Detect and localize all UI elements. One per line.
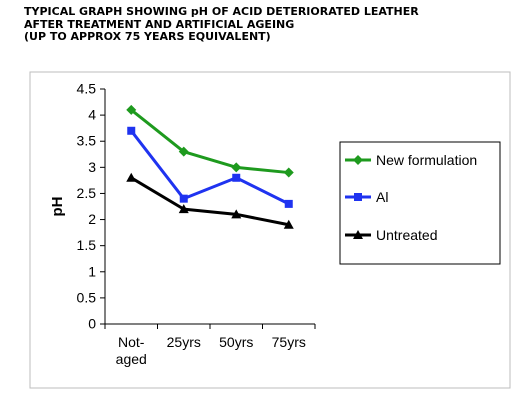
data-point-marker bbox=[284, 199, 293, 208]
legend-label: New formulation bbox=[376, 152, 477, 168]
x-tick-label: 25yrs bbox=[167, 334, 201, 350]
data-point-marker bbox=[231, 162, 242, 173]
series-line bbox=[130, 108, 289, 175]
y-tick-label: 1.5 bbox=[77, 237, 97, 253]
series-line bbox=[130, 129, 290, 206]
data-point-marker bbox=[126, 172, 137, 182]
y-tick-label: 4 bbox=[88, 107, 96, 123]
x-tick-label: Not-aged bbox=[116, 334, 147, 367]
legend: New formulation Al Untreated bbox=[339, 141, 501, 265]
heading-line-3: (UP TO APPROX 75 YEARS EQUIVALENT) bbox=[24, 30, 271, 43]
y-tick-label: 4.5 bbox=[77, 81, 97, 97]
y-axis-title: pH bbox=[49, 197, 66, 217]
data-point-marker bbox=[179, 194, 188, 203]
data-point-marker bbox=[283, 219, 294, 229]
chart-heading: TYPICAL GRAPH SHOWING pH OF ACID DETERIO… bbox=[24, 5, 519, 44]
data-point-marker bbox=[232, 173, 241, 182]
y-tick-label: 2 bbox=[88, 211, 96, 227]
legend-marker bbox=[353, 230, 363, 239]
legend-box bbox=[339, 141, 501, 265]
data-point-marker bbox=[283, 167, 294, 178]
data-point-marker bbox=[126, 104, 137, 115]
y-tick-label: 2.5 bbox=[77, 185, 97, 201]
y-tick-label: 3.5 bbox=[77, 133, 97, 149]
legend-label: Al bbox=[376, 189, 388, 205]
plot-area: 0 0.5 1 1.5 2 2.5 3 3.5 4 4.5 Not-aged 25yrs 50yrs 75… bbox=[49, 81, 316, 367]
x-tick-label: 50yrs bbox=[219, 334, 253, 350]
heading-line-1: TYPICAL GRAPH SHOWING pH OF ACID DETERIO… bbox=[24, 5, 419, 18]
x-tick-label: 75yrs bbox=[272, 334, 306, 350]
legend-marker bbox=[353, 155, 363, 165]
data-point-marker bbox=[231, 209, 242, 219]
legend-marker bbox=[354, 193, 362, 201]
data-point-marker bbox=[178, 204, 189, 214]
y-tick-label: 3 bbox=[88, 159, 96, 175]
heading-line-2: AFTER TREATMENT AND ARTIFICIAL AGEING bbox=[24, 17, 295, 31]
y-tick-label: 0 bbox=[88, 316, 96, 332]
y-tick-label: 0.5 bbox=[77, 289, 97, 305]
series-line bbox=[130, 176, 290, 227]
data-point-marker bbox=[178, 146, 189, 157]
y-tick-label: 1 bbox=[88, 263, 96, 279]
data-point-marker bbox=[127, 126, 136, 135]
legend-label: Untreated bbox=[376, 227, 437, 243]
